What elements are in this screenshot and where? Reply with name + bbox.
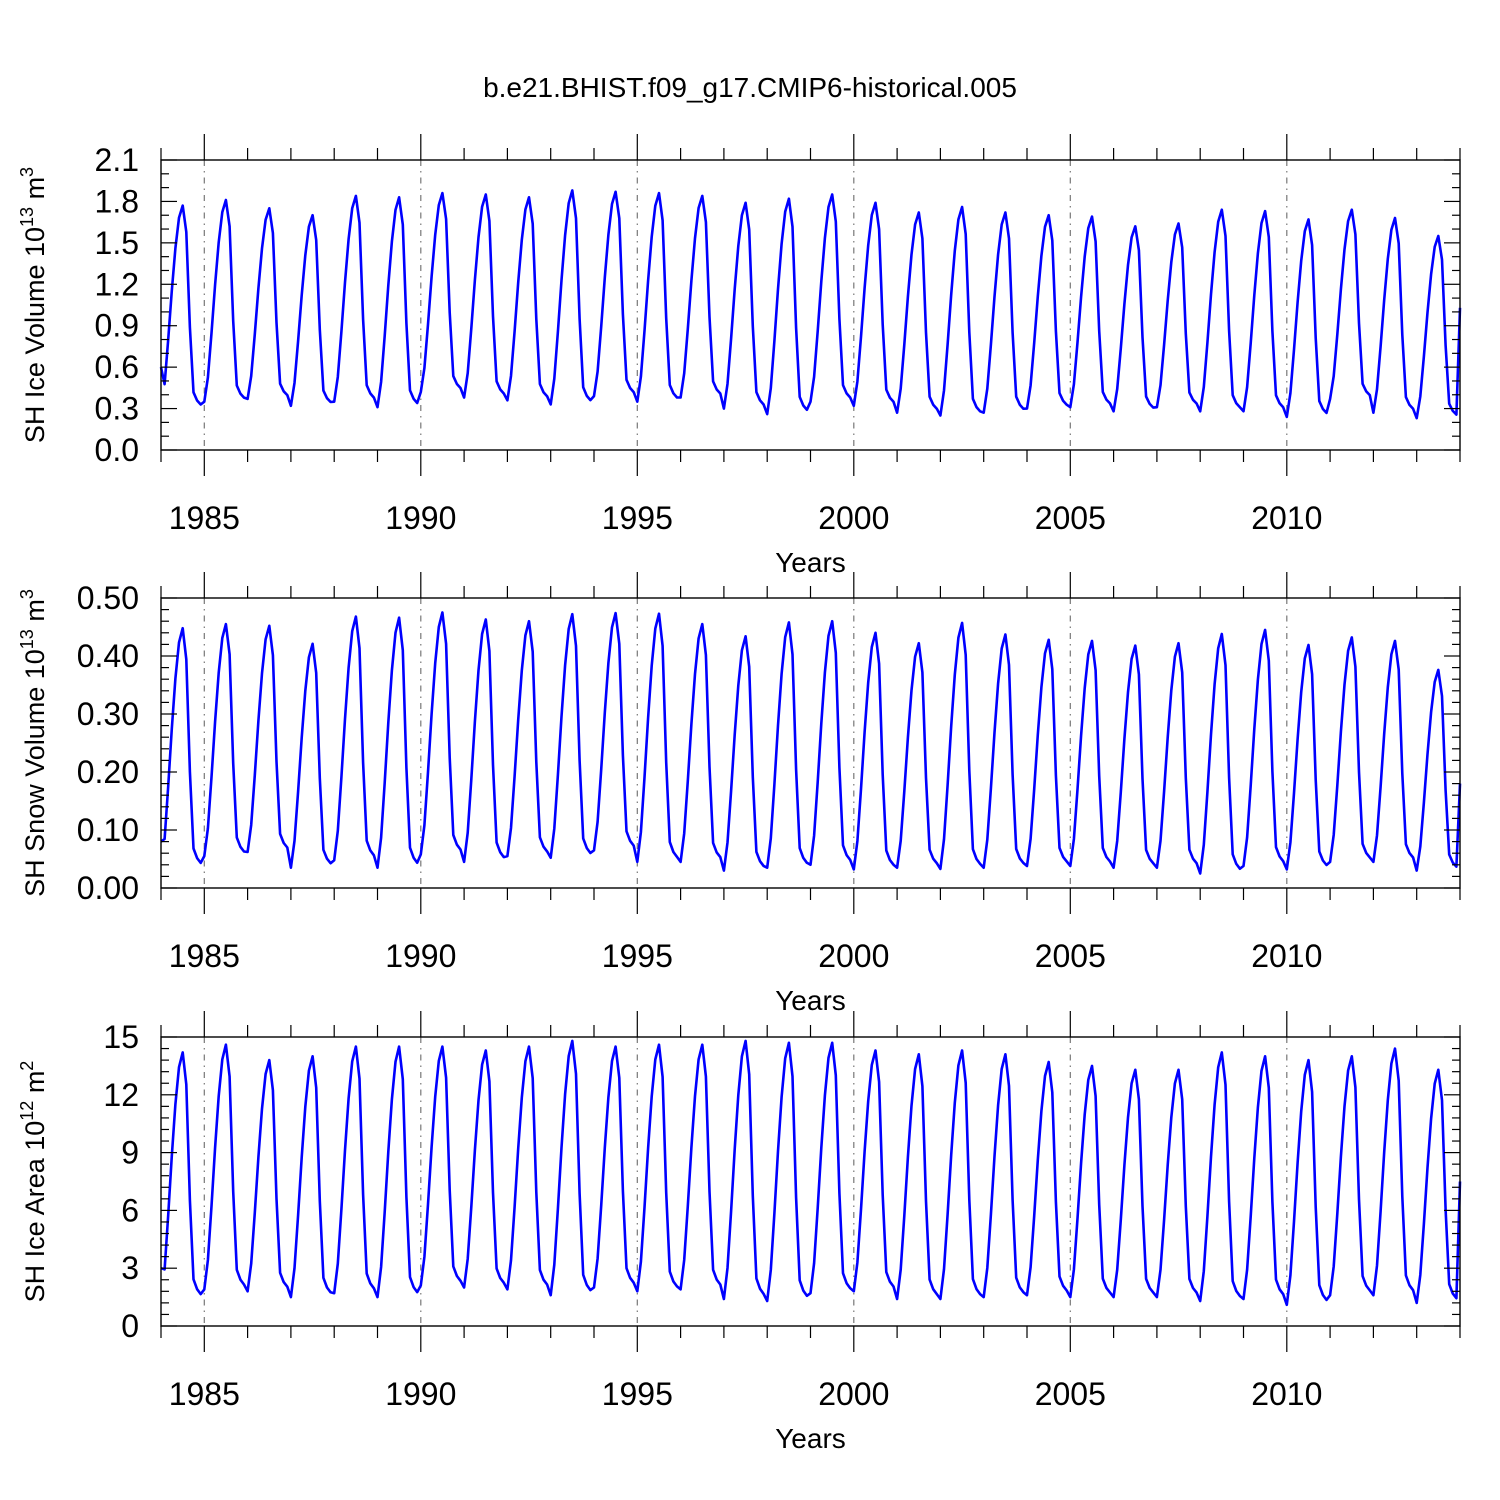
y-axis-label: SH Snow Volume 1013 m3 [17,589,50,897]
x-tick-label: 2000 [818,1376,889,1412]
y-tick-label: 0.00 [77,870,139,906]
x-tick-label: 2005 [1035,1376,1106,1412]
x-tick-label: 1995 [602,1376,673,1412]
y-tick-label: 0.6 [95,349,139,385]
y-tick-label: 0 [121,1308,139,1344]
x-tick-label: 2000 [818,938,889,974]
x-axis-label: Years [775,1423,846,1454]
x-tick-label: 1990 [385,500,456,536]
data-series-line [160,611,1462,875]
x-tick-label: 1985 [169,938,240,974]
x-tick-label: 1985 [169,1376,240,1412]
y-axis-label: SH Ice Area 1012 m2 [17,1061,50,1303]
data-series-line [159,189,1462,420]
y-tick-label: 1.5 [95,225,139,261]
x-tick-label: 1990 [385,1376,456,1412]
x-tick-label: 2010 [1251,1376,1322,1412]
y-tick-label: 0.3 [95,391,139,427]
x-tick-label: 2010 [1251,938,1322,974]
x-tick-label: 2005 [1035,500,1106,536]
y-tick-label: 0.10 [77,812,139,848]
y-tick-label: 1.2 [95,266,139,302]
x-axis-label: Years [775,985,846,1016]
y-tick-label: 1.8 [95,183,139,219]
figure-title: b.e21.BHIST.f09_g17.CMIP6-historical.005 [483,72,1017,103]
chart-panel-1: 0.0 0.3 0.6 0.9 1.2 1.5 1.8 2.1 1985 1990 1995 2000… [17,134,1462,578]
y-tick-label: 0.9 [95,308,139,344]
x-tick-label: 1995 [602,500,673,536]
x-tick-label: 1985 [169,500,240,536]
y-tick-label: 3 [121,1250,139,1286]
plot-frame [160,597,1461,889]
x-tick-label: 1995 [602,938,673,974]
x-tick-label: 2010 [1251,500,1322,536]
y-tick-label: 6 [121,1192,139,1228]
y-axis-label: SH Ice Volume 1013 m3 [17,167,50,443]
y-tick-label: 15 [103,1019,139,1055]
y-tick-label: 0.30 [77,696,139,732]
chart-panel-2: 0.00 0.10 0.20 0.30 0.40 0.50 1985 1990 1995 2000… [17,572,1462,1016]
x-tick-label: 2000 [818,500,889,536]
y-tick-label: 2.1 [95,142,139,178]
y-tick-label: 0.0 [95,432,139,468]
chart-panel-3: 0 3 6 9 12 15 1985 1990 1995 2000 2005 2010 Years SH … [17,1011,1462,1454]
x-tick-label: 2005 [1035,938,1106,974]
y-tick-label: 9 [121,1135,139,1171]
y-tick-label: 0.20 [77,754,139,790]
data-series-line [160,1039,1462,1307]
x-tick-label: 1990 [385,938,456,974]
chart-panels: 0.0 0.3 0.6 0.9 1.2 1.5 1.8 2.1 1985 1990 1995 2000… [17,134,1462,1454]
y-tick-label: 0.40 [77,638,139,674]
y-tick-label: 12 [103,1077,139,1113]
x-axis-label: Years [775,547,846,578]
y-tick-label: 0.50 [77,580,139,616]
